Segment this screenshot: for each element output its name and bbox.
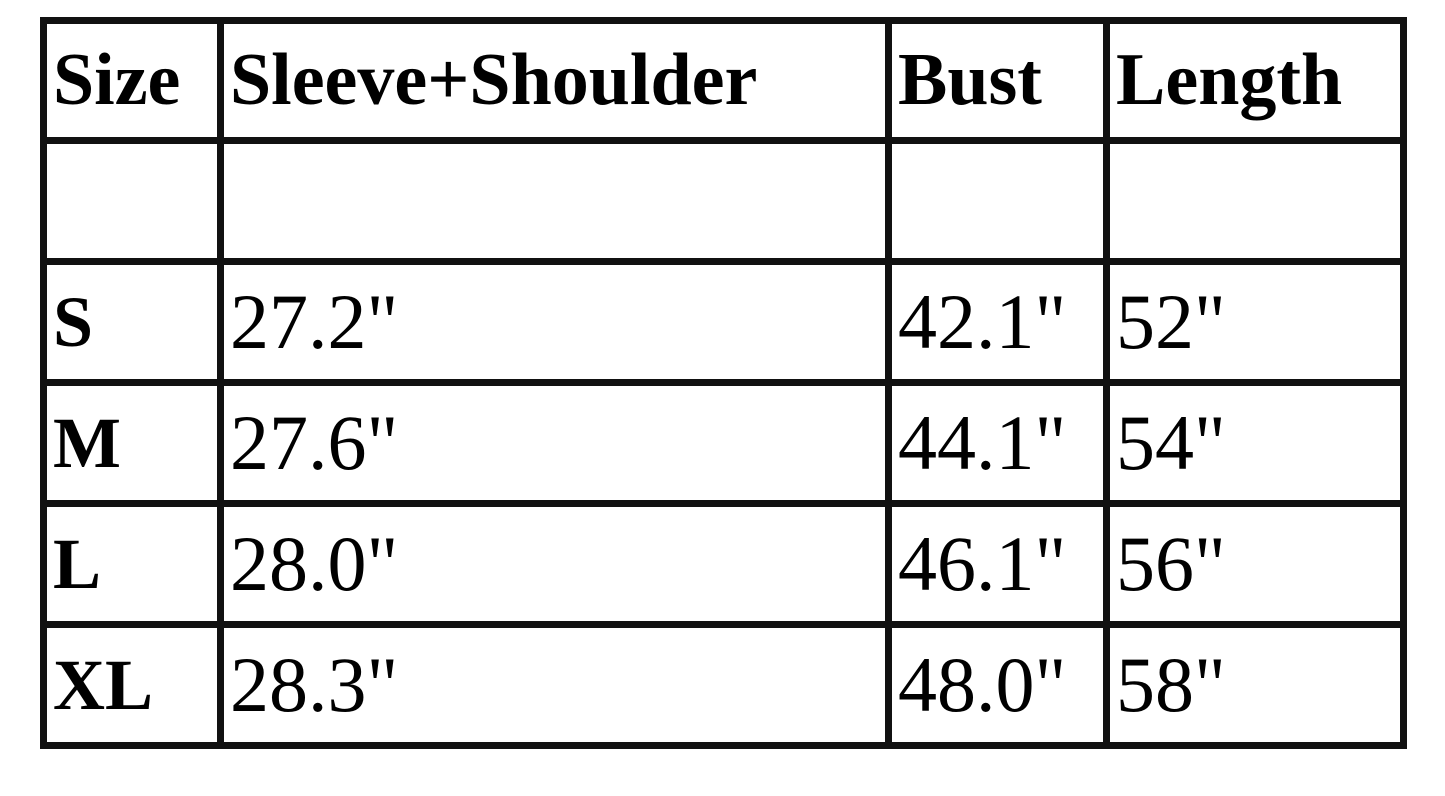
header-sleeve-shoulder: Sleeve+Shoulder xyxy=(217,17,892,144)
cell-length: 56" xyxy=(1103,500,1407,628)
cell-bust: 46.1" xyxy=(885,500,1110,628)
cell-sleeve-shoulder: 28.0" xyxy=(217,500,892,628)
cell-bust: 44.1" xyxy=(885,379,1110,507)
cell-size: XL xyxy=(40,621,224,749)
header-bust: Bust xyxy=(885,17,1110,144)
cell-length xyxy=(1103,137,1407,265)
table-row: L 28.0" 46.1" 56" xyxy=(40,500,1407,628)
table-row: XL 28.3" 48.0" 58" xyxy=(40,621,1407,749)
cell-size: M xyxy=(40,379,224,507)
cell-size: S xyxy=(40,258,224,386)
size-chart-table: Size Sleeve+Shoulder Bust Length S 27.2" 4… xyxy=(40,17,1407,749)
cell-sleeve-shoulder: 27.2" xyxy=(217,258,892,386)
cell-sleeve-shoulder: 27.6" xyxy=(217,379,892,507)
table-row: M 27.6" 44.1" 54" xyxy=(40,379,1407,507)
cell-size xyxy=(40,137,224,265)
header-length: Length xyxy=(1103,17,1407,144)
cell-bust xyxy=(885,137,1110,265)
cell-size: L xyxy=(40,500,224,628)
cell-bust: 48.0" xyxy=(885,621,1110,749)
cell-length: 54" xyxy=(1103,379,1407,507)
cell-length: 58" xyxy=(1103,621,1407,749)
cell-bust: 42.1" xyxy=(885,258,1110,386)
cell-sleeve-shoulder xyxy=(217,137,892,265)
table-row: S 27.2" 42.1" 52" xyxy=(40,258,1407,386)
header-row: Size Sleeve+Shoulder Bust Length xyxy=(40,17,1407,144)
table-row xyxy=(40,137,1407,265)
cell-sleeve-shoulder: 28.3" xyxy=(217,621,892,749)
cell-length: 52" xyxy=(1103,258,1407,386)
header-size: Size xyxy=(40,17,224,144)
